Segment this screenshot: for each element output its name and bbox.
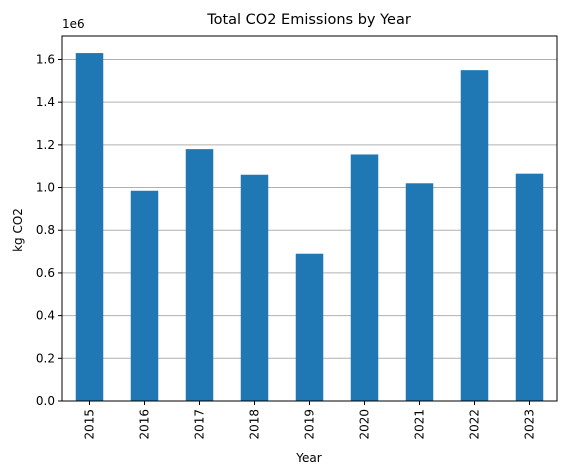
y-scale-label: 1e6 <box>62 17 85 31</box>
y-tick-label: 1.2 <box>36 138 55 152</box>
bar-2016 <box>130 190 159 401</box>
bar-2023 <box>515 173 544 401</box>
y-tick-label: 0.8 <box>36 223 55 237</box>
bar-2021 <box>405 183 434 401</box>
bar-2017 <box>185 149 214 401</box>
x-axis-label: Year <box>295 451 321 465</box>
y-ticks: 0.0 0.2 0.4 0.6 0.8 1.0 1.2 1.4 1.6 <box>36 52 62 408</box>
bar-2018 <box>240 174 269 401</box>
bar-2022 <box>460 70 489 402</box>
y-tick-label: 0.4 <box>36 309 55 323</box>
y-axis-label: kg CO2 <box>11 208 25 252</box>
bar-2020 <box>350 154 379 401</box>
y-tick-label: 1.4 <box>36 95 55 109</box>
bars <box>75 53 544 402</box>
x-ticks: 2015 2016 2017 2018 2019 2020 2021 2022 2023 <box>83 401 537 440</box>
bar-2015 <box>75 53 104 402</box>
y-tick-label: 1.0 <box>36 181 55 195</box>
bar-2019 <box>295 253 324 401</box>
y-tick-label: 0.2 <box>36 351 55 365</box>
y-tick-label: 1.6 <box>36 52 55 66</box>
x-tick-label: 2018 <box>248 409 262 440</box>
x-tick-label: 2019 <box>303 409 317 440</box>
x-tick-label: 2015 <box>83 409 97 440</box>
x-tick-label: 2022 <box>468 409 482 440</box>
y-tick-label: 0.0 <box>36 394 55 408</box>
x-tick-label: 2021 <box>413 409 427 440</box>
x-tick-label: 2017 <box>193 409 207 440</box>
x-tick-label: 2020 <box>358 409 372 440</box>
x-tick-label: 2023 <box>523 409 537 440</box>
chart-title: Total CO2 Emissions by Year <box>206 12 411 28</box>
x-tick-label: 2016 <box>138 409 152 440</box>
y-tick-label: 0.6 <box>36 266 55 280</box>
